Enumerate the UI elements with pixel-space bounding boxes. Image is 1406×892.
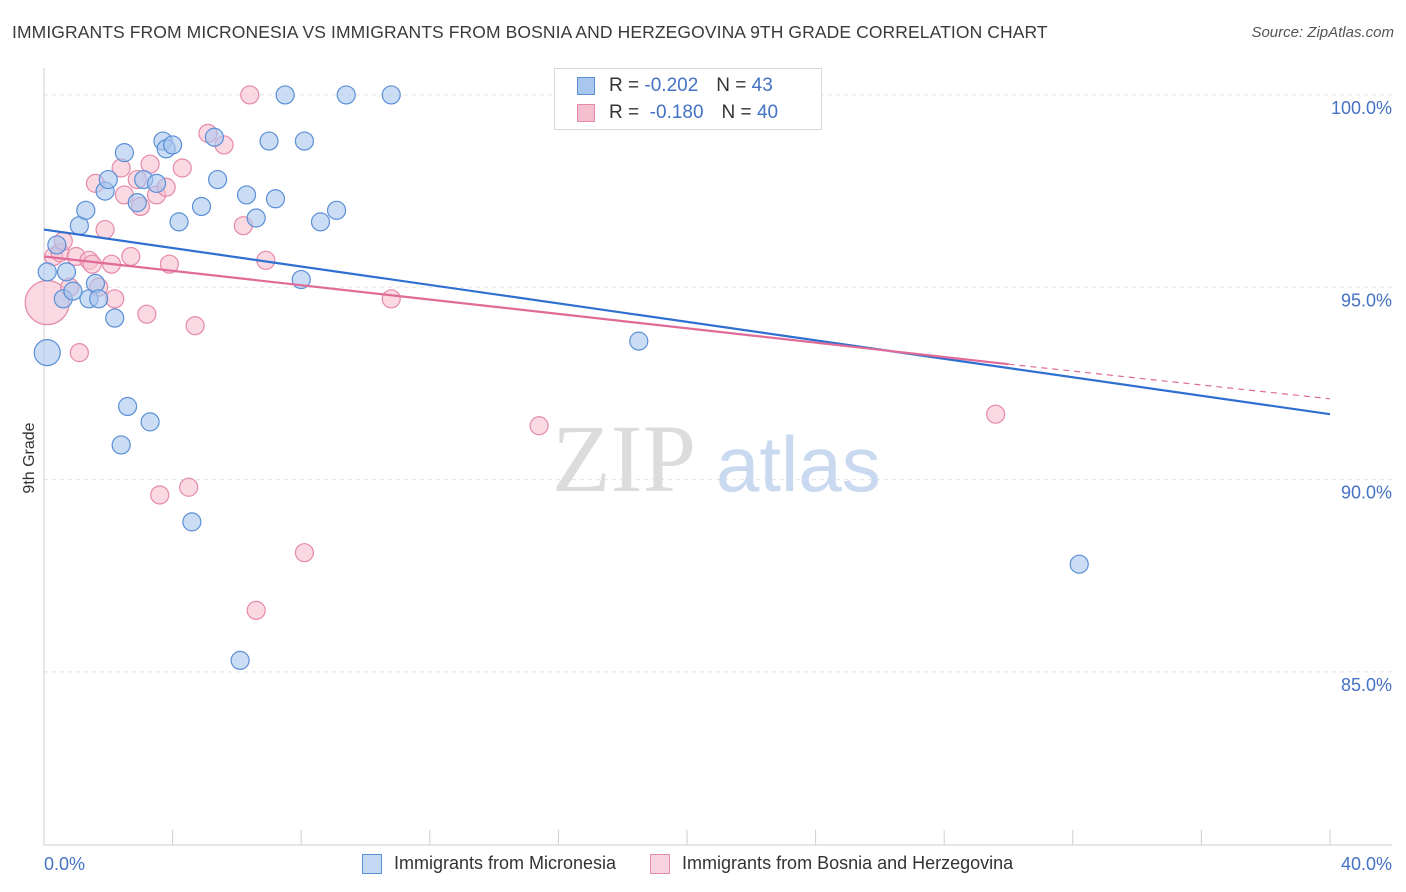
legend-r-value: -0.180 [649, 102, 704, 123]
chart-title: IMMIGRANTS FROM MICRONESIA VS IMMIGRANTS… [12, 22, 1048, 42]
data-point [82, 254, 102, 274]
y-tick-labels: 85.0% 90.0% 95.0% 100.0% [1331, 98, 1392, 695]
series-legend: Immigrants from Micronesia Immigrants fr… [362, 853, 1047, 874]
data-point [159, 254, 179, 274]
trend-lines [43, 228, 1331, 416]
legend-label-micronesia: Immigrants from Micronesia [394, 853, 617, 873]
data-point [140, 412, 160, 432]
trend-line-bosnia-extension [1008, 363, 1331, 400]
y-tick-label: 95.0% [1341, 290, 1392, 310]
legend-label-bosnia: Immigrants from Bosnia and Herzegovina [682, 853, 1014, 873]
data-point [182, 512, 202, 532]
data-point [1069, 554, 1089, 574]
data-point [172, 158, 192, 178]
data-point [95, 219, 115, 240]
data-point [98, 169, 118, 190]
legend-swatch-blue [577, 77, 595, 95]
data-point [381, 85, 401, 105]
legend-swatch-pink [650, 853, 671, 874]
data-point [326, 200, 347, 220]
data-point [117, 396, 138, 417]
data-point [381, 289, 401, 309]
data-point [47, 235, 67, 255]
data-point [236, 185, 257, 205]
data-point [294, 543, 315, 563]
y-tick-label: 90.0% [1341, 483, 1392, 503]
data-point [56, 262, 77, 282]
data-point [294, 131, 315, 151]
legend-swatch-blue [362, 853, 382, 874]
data-point [111, 435, 131, 455]
y-tick-label: 85.0% [1341, 675, 1392, 695]
data-point [529, 416, 549, 436]
x-tick-label-max: 40.0% [1341, 854, 1392, 874]
data-point [89, 289, 109, 309]
legend-n-value: 43 [751, 75, 773, 96]
legend-item-micronesia[interactable]: Immigrants from Micronesia [362, 853, 616, 874]
data-point [146, 173, 167, 193]
y-tick-label: 100.0% [1331, 98, 1392, 118]
data-point [275, 85, 295, 105]
data-point [127, 193, 147, 213]
data-point [208, 169, 228, 190]
data-point [204, 127, 224, 147]
correlation-legend: R = -0.202 N = 43 R = -0.180 N = 40 [554, 68, 822, 130]
data-point [179, 477, 199, 497]
grid-lines [44, 94, 1392, 673]
legend-r-label: R = [609, 102, 640, 123]
trend-line-bosnia [43, 255, 1009, 366]
data-point [105, 308, 125, 328]
data-point [191, 196, 212, 217]
data-point [76, 200, 96, 220]
data-point [63, 281, 83, 301]
series-bosnia-points [24, 85, 1006, 620]
data-point [37, 262, 57, 282]
data-point [310, 212, 331, 232]
series-micronesia-points [33, 85, 1089, 670]
data-point [105, 289, 125, 309]
data-point [169, 212, 189, 232]
data-point [246, 600, 266, 620]
watermark-zip: ZIP [552, 405, 696, 512]
watermark-atlas: atlas [716, 420, 881, 508]
trend-line-micronesia [43, 228, 1331, 416]
legend-row-micronesia: R = -0.202 N = 43 [577, 75, 773, 97]
data-point [69, 343, 89, 363]
x-ticks [43, 830, 1331, 845]
data-point [240, 85, 260, 105]
legend-r-value: -0.202 [644, 75, 699, 96]
data-point [150, 485, 170, 505]
legend-swatch-pink [577, 104, 595, 122]
legend-r-label: R = [609, 75, 640, 96]
data-point [986, 404, 1006, 424]
data-point [137, 304, 157, 324]
data-point [33, 339, 61, 367]
legend-n-label: N = [716, 75, 747, 96]
data-point [114, 143, 134, 163]
legend-n-label: N = [721, 102, 752, 123]
legend-row-bosnia: R = -0.180 N = 40 [577, 102, 778, 124]
data-point [163, 135, 183, 155]
legend-n-value: 40 [756, 102, 779, 123]
y-axis-label: 9th Grade [21, 422, 38, 493]
data-point [185, 316, 205, 336]
data-point [259, 131, 279, 151]
data-point [230, 650, 250, 670]
x-tick-label-min: 0.0% [44, 854, 85, 874]
data-point [246, 208, 266, 228]
data-point [336, 85, 356, 105]
data-point [121, 246, 141, 267]
legend-item-bosnia[interactable]: Immigrants from Bosnia and Herzegovina [650, 853, 1013, 874]
source-credit: Source: ZipAtlas.com [1251, 24, 1394, 41]
data-point [265, 189, 286, 209]
axes [43, 68, 1392, 846]
data-point [629, 331, 649, 351]
